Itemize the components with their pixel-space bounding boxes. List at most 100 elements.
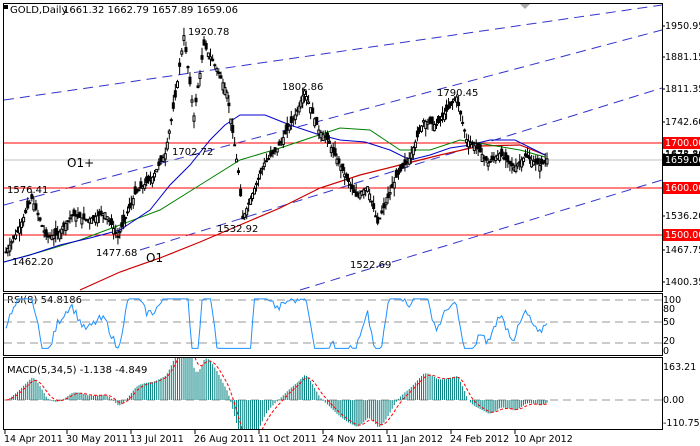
candle-body — [413, 141, 417, 149]
candle-body — [384, 202, 388, 206]
symbol-marker — [4, 5, 8, 9]
candle-body — [538, 164, 542, 172]
candle-body — [382, 203, 386, 209]
macd-label: MACD(5,34,5) -1.138 -4.849 — [7, 365, 147, 376]
macd-panel-frame — [3, 357, 663, 430]
macd-tick-min: -110.751 — [663, 418, 700, 429]
candle-body — [192, 115, 196, 122]
candle-body — [299, 100, 303, 108]
candle-body — [245, 208, 249, 216]
candle-body — [386, 193, 390, 199]
candle-body — [58, 231, 62, 240]
candle-body — [198, 72, 202, 79]
candle-body — [260, 167, 264, 170]
candle-body — [362, 189, 366, 196]
rsi-line — [5, 297, 548, 349]
candle-body — [74, 215, 78, 222]
candle-body — [366, 186, 370, 192]
candle-body — [267, 157, 271, 160]
candle-body — [178, 62, 182, 67]
candle-body — [204, 42, 208, 50]
date-tick-label: 24 Nov 2011 — [322, 434, 383, 445]
candle-body — [103, 212, 107, 220]
candle-body — [277, 141, 281, 146]
candle-body — [262, 162, 266, 168]
candle-body — [372, 203, 376, 210]
label-1477: 1477.68 — [96, 248, 137, 259]
candle-body — [22, 216, 26, 223]
date-tick-label: 24 Feb 2012 — [450, 434, 509, 445]
candle-body — [370, 200, 374, 203]
price-tick-label: 1536.20 — [665, 211, 700, 222]
candle-body — [116, 235, 120, 238]
candle-body — [461, 121, 465, 124]
candle-body — [346, 178, 350, 182]
candle-body — [378, 217, 382, 220]
candle-body — [227, 102, 231, 107]
candle-body — [283, 130, 287, 135]
candle-body — [264, 160, 268, 163]
candle-body — [153, 172, 157, 178]
date-tick-label: 11 Jan 2012 — [386, 434, 443, 445]
candle-body — [64, 223, 68, 232]
candle-body — [105, 216, 109, 220]
price-tick-label: 1400.35 — [665, 277, 700, 288]
candle-body — [143, 184, 147, 189]
badge-1700-bg — [663, 137, 700, 149]
candle-body — [536, 158, 540, 165]
candle-body — [463, 129, 467, 132]
candle-body — [196, 85, 200, 89]
candle-body — [217, 71, 221, 74]
candle-body — [223, 87, 227, 96]
macd-signal-line — [5, 358, 548, 429]
candle-body — [182, 35, 186, 41]
candle-body — [526, 154, 530, 158]
candle-body — [229, 118, 233, 125]
candle-body — [186, 66, 190, 69]
candle-body — [173, 90, 177, 98]
rsi-plot-area[interactable] — [4, 297, 662, 349]
candle-body — [38, 217, 42, 221]
label-1462: 1462.20 — [12, 257, 53, 268]
candle-body — [30, 194, 34, 200]
rsi-tick-80: 80 — [663, 304, 675, 315]
candle-body — [206, 52, 210, 58]
candle-body — [169, 119, 173, 122]
candle-body — [253, 187, 257, 195]
candle-body — [449, 101, 453, 107]
candle-body — [202, 39, 206, 46]
candle-body — [457, 102, 461, 107]
price-tick-label: 1811.35 — [665, 84, 700, 95]
candle-body — [396, 169, 400, 175]
badge-1600-bg — [663, 182, 700, 194]
candle-body — [72, 209, 76, 217]
candle-series — [4, 27, 549, 257]
candle-body — [415, 130, 419, 138]
candle-body — [18, 226, 22, 234]
rsi-tick-50: 50 — [663, 317, 675, 328]
candle-body — [528, 156, 532, 160]
price-plot-area[interactable] — [4, 4, 662, 291]
channel-line-middle — [4, 29, 662, 206]
label-o1: O1 — [146, 251, 163, 265]
candle-body — [420, 125, 424, 132]
candle-body — [161, 157, 165, 163]
candle-body — [500, 148, 504, 157]
candle-body — [301, 95, 305, 104]
rsi-panel-frame — [3, 293, 663, 356]
candle-body — [470, 141, 474, 145]
candle-body — [82, 213, 86, 220]
label-1802: 1802.86 — [282, 82, 323, 93]
date-tick-label: 10 Apr 2012 — [514, 434, 573, 445]
candle-body — [208, 56, 212, 60]
rsi-tick-0: 0 — [663, 346, 669, 357]
candle-body — [350, 184, 354, 190]
candle-body — [194, 97, 198, 103]
chevron-down-icon[interactable] — [520, 4, 530, 9]
candle-body — [155, 168, 159, 173]
candle-body — [388, 192, 392, 195]
macd-plot-area[interactable] — [4, 333, 662, 446]
rsi-tick-100: 100 — [663, 295, 681, 306]
candle-body — [439, 119, 443, 122]
